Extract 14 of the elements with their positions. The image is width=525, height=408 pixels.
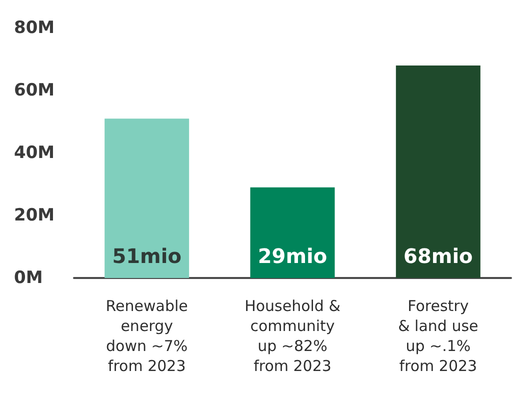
y-tick-label: 60M — [14, 80, 55, 100]
y-tick-label: 80M — [14, 18, 55, 38]
bar — [104, 118, 190, 278]
y-tick-label: 40M — [14, 143, 55, 163]
x-tick-label: Household & community up ~82% from 2023 — [244, 297, 341, 375]
x-tick-label: Forestry & land use up ~.1% from 2023 — [398, 297, 478, 375]
data-label: 29mio — [258, 244, 328, 268]
x-tick-label: Renewable energy down ~7% from 2023 — [106, 297, 188, 375]
bar — [396, 66, 480, 278]
y-tick-label: 0M — [14, 268, 43, 288]
data-label: 68mio — [404, 244, 473, 268]
bar — [250, 187, 335, 278]
data-label: 51mio — [112, 244, 182, 268]
y-tick-label: 20M — [14, 206, 55, 226]
